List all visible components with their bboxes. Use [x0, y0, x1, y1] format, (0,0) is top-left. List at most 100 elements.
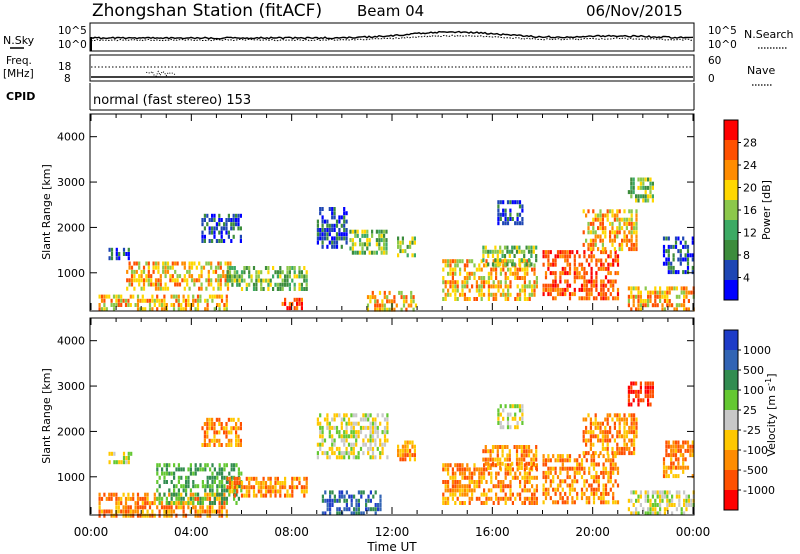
xtick-label: 08:00 — [274, 525, 309, 539]
xtick-label: 00:00 — [676, 525, 711, 539]
colorbar-tick-label: 25 — [743, 404, 757, 417]
freq-tick-bottom: 8 — [64, 73, 71, 85]
power-region — [349, 229, 388, 255]
power-region — [281, 297, 303, 311]
velocity-region — [397, 440, 416, 462]
ytick-label: 1000 — [57, 267, 85, 280]
xtick-label: 04:00 — [174, 525, 209, 539]
power-colorbar-label: Power [dB] — [760, 180, 773, 240]
xtick-label: 20:00 — [575, 525, 610, 539]
colorbar-tick-label: -100 — [743, 444, 768, 457]
colorbar-swatch — [724, 120, 738, 141]
power-region — [627, 177, 654, 203]
beam-label: Beam 04 — [357, 2, 424, 20]
colorbar-tick-label: 28 — [743, 137, 757, 150]
power-region — [582, 209, 638, 252]
colorbar-swatch — [724, 200, 738, 221]
station-title: Zhongshan Station (fitACF) — [92, 1, 322, 21]
nsky-tick-bottom: 10^0 — [58, 39, 87, 51]
freq-label: Freq. — [6, 55, 32, 67]
colorbar-swatch — [724, 240, 738, 261]
colorbar-swatch — [724, 370, 738, 391]
velocity-region — [542, 454, 620, 505]
xlabel: Time UT — [366, 540, 417, 554]
colorbar-swatch — [724, 430, 738, 451]
velocity-axes: 4000 3000 2000 1000 — [57, 318, 694, 514]
nsearch-tick-top: 10^5 — [708, 25, 737, 37]
ytick-label: 3000 — [57, 380, 85, 393]
colorbar-swatch — [724, 220, 738, 241]
nsky-panel — [89, 22, 695, 52]
colorbar-swatch — [724, 330, 738, 351]
velocity-region — [226, 476, 308, 498]
nsearch-tick-bottom: 10^0 — [708, 39, 737, 51]
colorbar-swatch — [724, 490, 738, 511]
power-region — [397, 236, 416, 258]
colorbar-swatch — [724, 260, 738, 281]
date-label: 06/Nov/2015 — [586, 2, 683, 20]
freq-tick-top: 18 — [58, 61, 71, 73]
nsky-tick-top: 10^5 — [58, 25, 87, 37]
xtick-label: 12:00 — [375, 525, 410, 539]
velocity-region — [482, 445, 538, 470]
velocity-region — [582, 413, 638, 456]
velocity-region — [321, 490, 382, 516]
colorbar-tick-label: -25 — [743, 424, 761, 437]
power-region — [201, 213, 242, 243]
power-region — [366, 290, 418, 312]
xtick-label: 00:00 — [74, 525, 109, 539]
velocity-colorbar-label: Velocity [m s-1] — [764, 373, 778, 456]
ytick-label: 4000 — [57, 131, 85, 144]
ytick-label: 3000 — [57, 176, 85, 189]
colorbar-swatch — [724, 140, 738, 161]
power-region — [627, 286, 695, 312]
cpid-value: normal (fast stereo) 153 — [93, 93, 251, 108]
ytick-label: 1000 — [57, 471, 85, 484]
colorbar-swatch — [724, 160, 738, 181]
power-region — [542, 250, 620, 301]
power-ylabel: Slant Range [km] — [40, 164, 53, 260]
power-region — [108, 247, 130, 261]
colorbar-tick-label: 500 — [743, 364, 764, 377]
ytick-label: 2000 — [57, 425, 85, 438]
cpid-label: CPID — [6, 90, 35, 103]
nsearch-trace — [91, 34, 694, 42]
velocity-ylabel: Slant Range [km] — [40, 368, 53, 464]
velocity-region — [98, 492, 228, 518]
power-region — [497, 200, 524, 226]
power-region — [98, 294, 228, 312]
colorbar-tick-label: 20 — [743, 182, 757, 195]
colorbar-tick-label: 100 — [743, 384, 764, 397]
power-axes: 4000 3000 2000 1000 — [57, 114, 694, 310]
colorbar-swatch — [724, 280, 738, 301]
colorbar-tick-label: 8 — [743, 249, 750, 262]
power-region — [662, 236, 694, 275]
velocity-colorbar: 1000 500 100 25 -25 -100 -500 -1000 — [723, 329, 775, 511]
time-axis: 00:00 04:00 08:00 12:00 16:00 20:00 00:00 — [74, 525, 711, 539]
colorbar-swatch — [724, 350, 738, 371]
colorbar-swatch — [724, 470, 738, 491]
colorbar-swatch — [724, 180, 738, 201]
velocity-region — [316, 413, 389, 460]
nave-label: Nave — [747, 64, 775, 77]
colorbar-tick-label: 1000 — [743, 344, 771, 357]
velocity-region — [662, 440, 694, 479]
velocity-heatmap — [98, 381, 695, 518]
velocity-region — [627, 381, 654, 407]
power-region — [442, 259, 538, 301]
colorbar-swatch — [724, 410, 738, 431]
colorbar-tick-label: 4 — [743, 272, 750, 285]
xtick-label: 16:00 — [475, 525, 510, 539]
nsearch-label: N.Search — [744, 28, 794, 41]
freq-unit: [MHz] — [3, 68, 34, 80]
colorbar-tick-label: -500 — [743, 464, 768, 477]
freq-panel — [89, 54, 695, 82]
power-heatmap — [98, 177, 695, 312]
colorbar-tick-label: -1000 — [743, 484, 775, 497]
nsky-label: N.Sky — [3, 34, 35, 47]
ytick-label: 2000 — [57, 221, 85, 234]
velocity-region — [497, 404, 524, 430]
velocity-region — [201, 417, 242, 447]
nsky-trace — [90, 30, 694, 40]
